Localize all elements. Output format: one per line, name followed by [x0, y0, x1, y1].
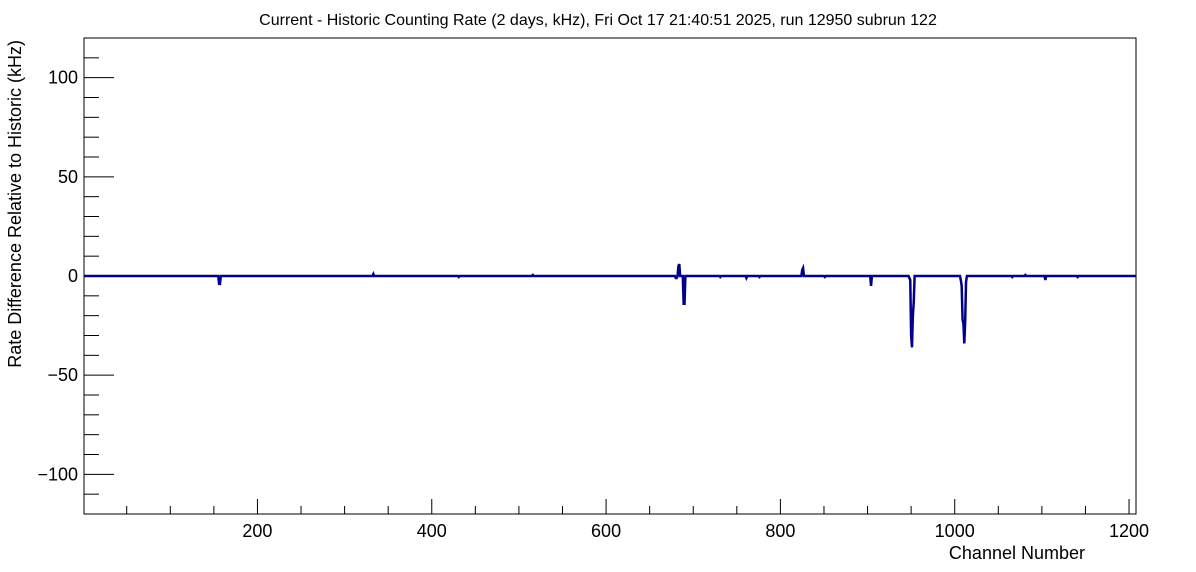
x-tick-label: 600	[591, 521, 621, 541]
y-tick-label: −100	[37, 464, 78, 484]
chart-title: Current - Historic Counting Rate (2 days…	[259, 12, 937, 29]
x-tick-label: 400	[417, 521, 447, 541]
series-line	[84, 263, 1136, 348]
y-tick-label: 100	[48, 68, 78, 88]
x-axis-label: Channel Number	[949, 543, 1085, 563]
x-tick-labels: 200 400 600 800 1000 1200	[242, 521, 1149, 541]
x-tick-label: 800	[765, 521, 795, 541]
x-tick-label: 1200	[1109, 521, 1149, 541]
x-tick-label: 1000	[935, 521, 975, 541]
y-tick-label: 50	[58, 167, 78, 187]
y-tick-label: 0	[68, 266, 78, 286]
x-axis	[126, 499, 1130, 514]
x-tick-label: 200	[242, 521, 272, 541]
y-axis-label: Rate Difference Relative to Historic (kH…	[5, 40, 25, 368]
y-tick-labels: −100 −50 0 50 100	[37, 68, 78, 485]
y-tick-label: −50	[47, 365, 78, 385]
